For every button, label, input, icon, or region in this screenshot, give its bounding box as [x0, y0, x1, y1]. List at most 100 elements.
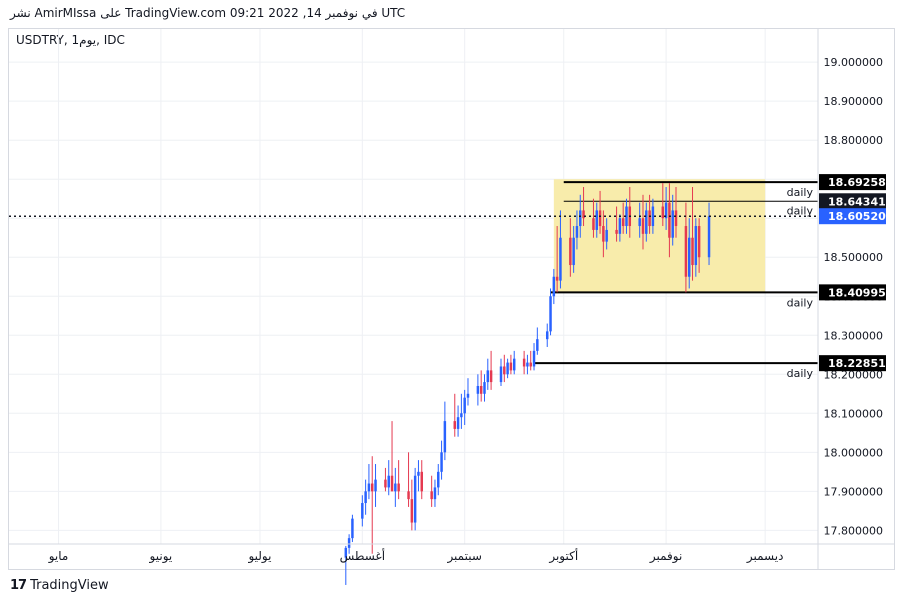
- candle-body: [440, 452, 443, 472]
- y-tick-label: 19.000000: [824, 56, 884, 69]
- candle-body: [671, 210, 674, 238]
- level-tag: daily: [787, 186, 814, 199]
- candle-body: [625, 206, 628, 227]
- candle-body: [549, 296, 552, 332]
- x-tick-label: سبتمبر: [446, 549, 481, 564]
- candle-body: [575, 226, 579, 238]
- x-tick-label: أغسطس: [340, 548, 385, 564]
- candle-body: [476, 385, 480, 394]
- candle-body: [344, 547, 348, 558]
- candle-body: [433, 487, 437, 500]
- symbol-label[interactable]: USDTRY, 1يوم, IDC: [16, 33, 125, 47]
- y-tick-label: 18.200000: [824, 368, 884, 381]
- level-badge-bg: [819, 355, 886, 372]
- y-tick-label: 18.500000: [824, 251, 884, 264]
- level-badge-text: 18.409954: [828, 286, 894, 299]
- x-tick-label: أكتوبر: [548, 548, 578, 564]
- candle-body: [397, 483, 400, 492]
- candle-body: [347, 538, 351, 548]
- chart-header: نشر AmirMIssa على TradingView.com في نوف…: [10, 6, 406, 20]
- candle-body: [697, 226, 701, 258]
- level-tag: daily: [787, 367, 814, 380]
- candle-body: [512, 358, 516, 371]
- candle-body: [674, 210, 678, 227]
- hidden-level-badge-bg: [819, 193, 886, 210]
- candle-body: [684, 226, 688, 277]
- candle-body: [569, 237, 572, 266]
- candle-body: [694, 226, 698, 266]
- candle-body: [552, 276, 556, 297]
- level-badge-bg: [819, 174, 886, 191]
- candle-body: [605, 229, 608, 242]
- candle-body: [351, 518, 354, 539]
- supply-demand-zone: [553, 179, 766, 293]
- candle-body: [651, 206, 655, 227]
- candle-body: [413, 475, 417, 523]
- level-badge-bg: [819, 284, 886, 301]
- x-tick-label: مايو: [48, 549, 69, 564]
- y-tick-label: 18.100000: [824, 407, 884, 420]
- candle-body: [602, 226, 605, 242]
- candle-body: [420, 471, 423, 492]
- candle-body: [545, 331, 549, 340]
- candle-body: [707, 216, 711, 258]
- candle-body: [483, 382, 486, 394]
- candle-body: [443, 421, 447, 453]
- candle-body: [407, 491, 410, 500]
- candle-body: [687, 237, 691, 277]
- candle-body: [430, 491, 433, 500]
- zone-layer: [553, 179, 766, 293]
- x-axis[interactable]: مايو يونيو يوليو أغسطس سبتمبر أكتوبر نوفمبر ديس…: [9, 543, 895, 564]
- candle-body: [499, 366, 503, 383]
- level-lines: daily daily daily daily: [534, 181, 818, 380]
- level-badge-text: 18.692589: [828, 176, 893, 189]
- candle-body: [456, 417, 460, 429]
- logo-text: TradingView: [30, 578, 109, 593]
- candle-body: [387, 475, 390, 488]
- level-tag: daily: [787, 296, 814, 309]
- y-tick-label: 18.000000: [824, 446, 884, 459]
- candle-body: [489, 370, 493, 383]
- x-tick-label: نوفمبر: [649, 549, 682, 564]
- candle-body: [621, 218, 625, 227]
- x-tick-label: يوليو: [247, 549, 271, 564]
- candle-body: [460, 413, 463, 418]
- candle-body: [437, 471, 440, 488]
- current-price-badge-bg: [819, 208, 886, 225]
- candle-body: [691, 237, 694, 266]
- y-tick-label: 17.900000: [824, 485, 884, 498]
- x-tick-label: يونيو: [149, 549, 173, 564]
- candle-body: [370, 483, 374, 492]
- y-tick-label: 18.900000: [824, 95, 884, 108]
- candle-body: [384, 479, 387, 488]
- candle-body: [582, 210, 585, 219]
- candles: [344, 183, 711, 585]
- candle-body: [486, 370, 490, 383]
- candle-body: [506, 362, 509, 375]
- chart-frame: [8, 28, 895, 570]
- y-tick-label: 17.800000: [824, 524, 884, 537]
- candle-body: [374, 479, 377, 492]
- candle-body: [463, 397, 466, 414]
- y-tick-label: 18.300000: [824, 329, 884, 342]
- candle-body: [615, 229, 618, 234]
- candle-body: [595, 210, 599, 230]
- candle-body: [661, 206, 665, 219]
- candle-body: [503, 366, 506, 375]
- candle-body: [466, 393, 470, 398]
- tradingview-logo[interactable]: 17 TradingView: [10, 578, 109, 593]
- candle-body: [555, 276, 559, 281]
- candle-body: [417, 471, 420, 476]
- level-badge-text: 18.228516: [828, 357, 894, 370]
- candle-body: [641, 218, 645, 234]
- candle-body: [638, 218, 641, 227]
- current-price-badge-text: 18.605200: [828, 210, 894, 223]
- logo-mark: 17: [10, 578, 27, 593]
- candle-body: [532, 350, 536, 367]
- candle-body: [367, 483, 371, 492]
- candle-body: [536, 339, 539, 351]
- grid-lines: [9, 29, 818, 544]
- candle-body: [668, 202, 671, 238]
- candle-body: [572, 237, 575, 266]
